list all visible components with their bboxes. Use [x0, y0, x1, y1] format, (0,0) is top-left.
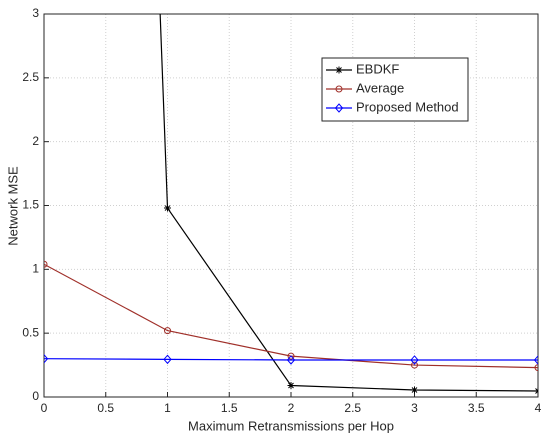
- y-axis-label: Network MSE: [5, 166, 20, 246]
- marker: [534, 387, 538, 395]
- x-tick-label: 0.5: [97, 401, 114, 415]
- x-tick-label: 3.5: [468, 401, 485, 415]
- x-tick-label: 2.5: [344, 401, 361, 415]
- marker: [44, 260, 48, 268]
- legend-label: Proposed Method: [356, 99, 459, 114]
- marker: [287, 352, 295, 360]
- y-tick-label: 0: [32, 389, 39, 403]
- y-tick-label: 2.5: [22, 70, 39, 84]
- marker: [287, 382, 295, 390]
- x-tick-label: 4: [535, 401, 542, 415]
- axes-box: [43, 13, 539, 398]
- legend-label: EBDKF: [356, 61, 399, 76]
- y-tick-label: 2: [32, 134, 39, 148]
- x-tick-label: 3: [411, 401, 418, 415]
- x-tick-label: 2: [288, 401, 295, 415]
- plot-layer: [44, 14, 538, 395]
- legend-marker: [335, 66, 343, 74]
- line: [44, 358, 538, 361]
- marker: [410, 355, 419, 365]
- x-tick-label: 1.5: [221, 401, 238, 415]
- y-tick-label: 1: [32, 262, 39, 276]
- marker: [411, 361, 418, 369]
- x-axis-label: Maximum Retransmissions per Hop: [188, 418, 394, 433]
- legend-marker: [335, 85, 343, 93]
- marker: [44, 353, 49, 364]
- legend-label: Average: [356, 80, 404, 95]
- y-tick-label: 0.5: [22, 325, 39, 339]
- marker: [286, 355, 296, 365]
- y-tick-label: 1.5: [22, 198, 39, 212]
- marker: [163, 354, 172, 365]
- marker: [411, 386, 418, 394]
- x-tick-label: 1: [164, 401, 171, 415]
- legend-marker: [334, 103, 344, 113]
- y-tick-label: 3: [32, 6, 39, 20]
- marker: [164, 327, 171, 335]
- x-tick-label: 0: [41, 401, 48, 415]
- marker: [534, 364, 538, 372]
- marker: [533, 355, 538, 365]
- marker: [164, 204, 171, 212]
